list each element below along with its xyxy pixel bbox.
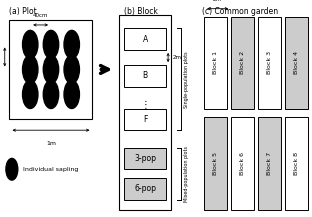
Text: Block 4: Block 4	[294, 51, 299, 74]
Circle shape	[22, 30, 38, 59]
Text: 2m: 2m	[173, 55, 182, 60]
Text: (a) Plot: (a) Plot	[9, 7, 37, 15]
Text: Individual sapling: Individual sapling	[22, 167, 78, 172]
Text: 1m: 1m	[46, 141, 56, 146]
Text: (b) Block: (b) Block	[124, 7, 158, 15]
Bar	[124, 108, 166, 130]
Bar	[124, 178, 166, 200]
Bar	[124, 148, 166, 169]
Bar	[231, 17, 254, 108]
Bar	[285, 117, 308, 210]
Text: B: B	[143, 71, 148, 81]
Text: Block 1: Block 1	[213, 51, 218, 74]
Text: Block 2: Block 2	[240, 51, 245, 74]
Circle shape	[64, 80, 80, 108]
Text: 6-pop: 6-pop	[134, 184, 156, 193]
Text: 40cm: 40cm	[33, 13, 48, 18]
Bar	[124, 28, 166, 50]
Text: Block 8: Block 8	[294, 152, 299, 175]
Circle shape	[43, 80, 59, 108]
Text: Mixed-population plots: Mixed-population plots	[183, 146, 188, 202]
Bar	[231, 117, 254, 210]
Text: (c) Common garden: (c) Common garden	[202, 7, 278, 15]
Bar	[258, 117, 280, 210]
Bar	[204, 17, 227, 108]
Bar	[119, 15, 171, 210]
Text: ⋮: ⋮	[140, 100, 150, 110]
Bar	[9, 20, 92, 119]
Text: Block 3: Block 3	[267, 51, 272, 74]
Text: Block 7: Block 7	[267, 152, 272, 175]
Bar	[285, 17, 308, 108]
Text: 3-pop: 3-pop	[134, 154, 156, 163]
Circle shape	[64, 55, 80, 84]
Bar	[204, 117, 227, 210]
Circle shape	[43, 55, 59, 84]
Circle shape	[22, 55, 38, 84]
Circle shape	[6, 158, 18, 180]
Text: Block 6: Block 6	[240, 152, 245, 175]
Circle shape	[43, 30, 59, 59]
Text: A: A	[143, 35, 148, 44]
Text: Single-population plots: Single-population plots	[183, 51, 188, 107]
Bar	[258, 17, 280, 108]
Circle shape	[22, 80, 38, 108]
Text: Block 5: Block 5	[213, 152, 218, 175]
Bar	[124, 65, 166, 87]
Text: 2m: 2m	[213, 0, 222, 2]
Text: F: F	[143, 115, 147, 124]
Circle shape	[64, 30, 80, 59]
